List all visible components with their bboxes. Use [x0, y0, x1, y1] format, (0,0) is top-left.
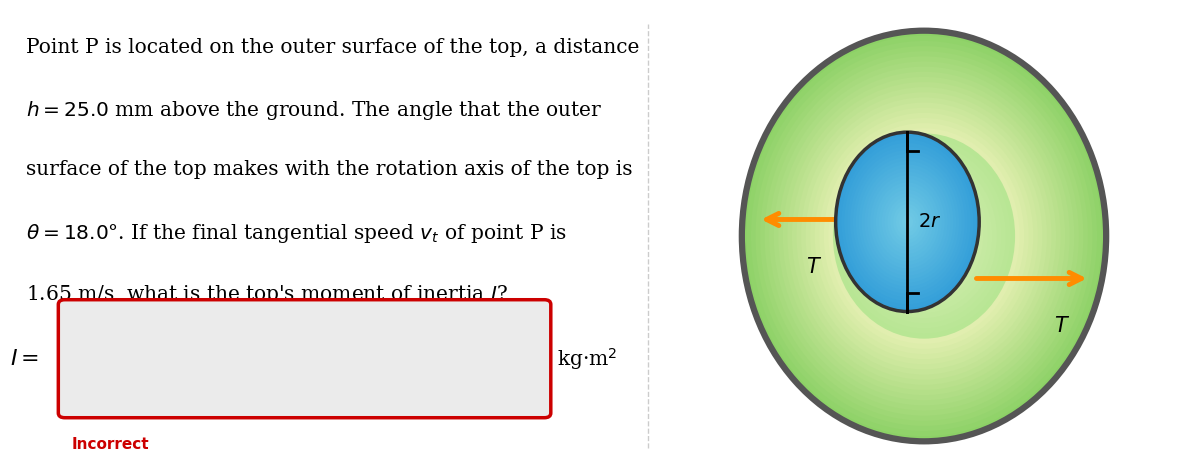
Ellipse shape [839, 136, 977, 308]
Text: kg·m$^2$: kg·m$^2$ [557, 346, 618, 371]
Ellipse shape [851, 154, 997, 318]
Ellipse shape [878, 186, 936, 258]
Ellipse shape [845, 143, 971, 301]
Ellipse shape [869, 174, 979, 298]
Ellipse shape [862, 164, 953, 279]
Ellipse shape [906, 215, 942, 257]
Text: 1.65 m/s, what is the top's moment of inertia $I$?: 1.65 m/s, what is the top's moment of in… [26, 283, 508, 306]
Ellipse shape [911, 220, 937, 252]
Ellipse shape [905, 218, 911, 226]
Ellipse shape [820, 118, 1028, 354]
Ellipse shape [892, 200, 956, 272]
Ellipse shape [751, 41, 1097, 431]
Ellipse shape [859, 161, 956, 283]
Ellipse shape [901, 211, 947, 261]
Ellipse shape [919, 231, 929, 241]
Ellipse shape [876, 182, 940, 261]
Ellipse shape [914, 226, 934, 246]
Text: $T$: $T$ [805, 257, 822, 277]
Ellipse shape [824, 123, 1024, 349]
Ellipse shape [833, 134, 1015, 339]
Ellipse shape [872, 179, 942, 265]
Ellipse shape [835, 132, 979, 312]
Ellipse shape [890, 200, 925, 244]
Ellipse shape [901, 215, 913, 229]
Ellipse shape [764, 56, 1084, 416]
Text: Incorrect: Incorrect [71, 437, 149, 452]
Ellipse shape [884, 193, 930, 251]
Text: $\theta = 18.0$°. If the final tangential speed $v_t$ of point P is: $\theta = 18.0$°. If the final tangentia… [26, 222, 566, 245]
Text: Point P is located on the outer surface of the top, a distance: Point P is located on the outer surface … [26, 38, 640, 57]
FancyBboxPatch shape [59, 300, 551, 418]
Ellipse shape [896, 205, 952, 267]
Ellipse shape [856, 159, 992, 313]
Ellipse shape [838, 138, 1010, 334]
Ellipse shape [899, 211, 916, 233]
Ellipse shape [878, 185, 970, 287]
Ellipse shape [742, 31, 1106, 441]
Ellipse shape [850, 150, 965, 294]
Ellipse shape [842, 143, 1006, 329]
Ellipse shape [847, 146, 967, 297]
Ellipse shape [856, 157, 959, 287]
Ellipse shape [782, 77, 1066, 395]
Ellipse shape [802, 97, 1046, 375]
Ellipse shape [868, 172, 948, 272]
Ellipse shape [779, 72, 1069, 400]
Ellipse shape [853, 154, 962, 290]
Ellipse shape [787, 82, 1061, 390]
Ellipse shape [860, 164, 988, 308]
Ellipse shape [870, 175, 944, 269]
Ellipse shape [746, 36, 1102, 436]
Ellipse shape [864, 168, 950, 276]
Ellipse shape [846, 149, 1002, 323]
Text: $h = 25.0$ mm above the ground. The angle that the outer: $h = 25.0$ mm above the ground. The angl… [26, 99, 602, 122]
Text: surface of the top makes with the rotation axis of the top is: surface of the top makes with the rotati… [26, 160, 632, 179]
Ellipse shape [887, 197, 928, 247]
Ellipse shape [760, 51, 1088, 421]
Text: $T$: $T$ [1054, 316, 1070, 336]
Ellipse shape [888, 195, 960, 277]
Ellipse shape [810, 108, 1038, 364]
Ellipse shape [792, 87, 1056, 385]
Ellipse shape [797, 93, 1051, 379]
Ellipse shape [893, 204, 922, 240]
Ellipse shape [882, 190, 934, 254]
Text: $I =$: $I =$ [10, 348, 38, 370]
Text: $2r$: $2r$ [918, 213, 942, 231]
Ellipse shape [896, 208, 919, 236]
Ellipse shape [841, 139, 973, 304]
Ellipse shape [815, 113, 1033, 359]
Ellipse shape [756, 46, 1092, 426]
Ellipse shape [874, 179, 974, 293]
Ellipse shape [805, 102, 1043, 370]
Ellipse shape [828, 128, 1020, 344]
Ellipse shape [769, 61, 1079, 411]
Ellipse shape [865, 169, 983, 303]
Ellipse shape [774, 67, 1074, 405]
Ellipse shape [883, 190, 965, 282]
